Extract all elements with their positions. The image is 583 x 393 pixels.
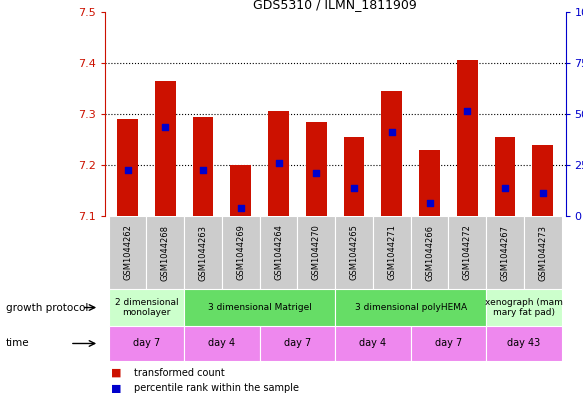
Bar xyxy=(335,216,373,289)
Bar xyxy=(108,216,146,289)
Text: GSM1044267: GSM1044267 xyxy=(501,224,510,281)
Point xyxy=(463,108,472,115)
Bar xyxy=(146,216,184,289)
Text: GSM1044269: GSM1044269 xyxy=(236,224,245,281)
Bar xyxy=(486,216,524,289)
Bar xyxy=(222,216,259,289)
Bar xyxy=(268,112,289,216)
Point xyxy=(500,185,510,191)
Text: percentile rank within the sample: percentile rank within the sample xyxy=(134,383,299,393)
Point xyxy=(538,190,547,196)
Text: GSM1044264: GSM1044264 xyxy=(274,224,283,281)
Bar xyxy=(532,145,553,216)
Text: 3 dimensional polyHEMA: 3 dimensional polyHEMA xyxy=(354,303,467,312)
Text: day 4: day 4 xyxy=(208,338,236,349)
Point xyxy=(312,170,321,176)
Bar xyxy=(184,289,335,326)
Bar xyxy=(419,150,440,216)
Text: time: time xyxy=(6,338,30,349)
Text: day 7: day 7 xyxy=(284,338,311,349)
Text: xenograph (mam
mary fat pad): xenograph (mam mary fat pad) xyxy=(485,298,563,317)
Bar xyxy=(184,216,222,289)
Bar xyxy=(373,216,411,289)
Bar xyxy=(344,137,364,216)
Text: transformed count: transformed count xyxy=(134,367,225,378)
Point xyxy=(198,167,208,173)
Bar xyxy=(524,216,562,289)
Bar xyxy=(259,326,335,361)
Point xyxy=(161,123,170,130)
Text: GSM1044263: GSM1044263 xyxy=(199,224,208,281)
Bar xyxy=(457,60,477,216)
Text: ■: ■ xyxy=(111,383,121,393)
Bar xyxy=(108,326,184,361)
Bar xyxy=(297,216,335,289)
Text: ■: ■ xyxy=(111,367,121,378)
Bar xyxy=(306,121,326,216)
Bar xyxy=(335,326,411,361)
Bar xyxy=(108,289,184,326)
Bar xyxy=(155,81,175,216)
Bar xyxy=(335,289,486,326)
Text: GSM1044272: GSM1044272 xyxy=(463,224,472,281)
Bar xyxy=(184,326,259,361)
Bar xyxy=(117,119,138,216)
Text: GSM1044265: GSM1044265 xyxy=(350,224,359,281)
Text: GSM1044262: GSM1044262 xyxy=(123,224,132,281)
Bar xyxy=(411,326,486,361)
Bar xyxy=(486,326,562,361)
Text: GSM1044271: GSM1044271 xyxy=(387,224,396,281)
Text: 3 dimensional Matrigel: 3 dimensional Matrigel xyxy=(208,303,312,312)
Bar xyxy=(381,91,402,216)
Bar xyxy=(230,165,251,216)
Point xyxy=(236,205,245,211)
Text: GSM1044268: GSM1044268 xyxy=(161,224,170,281)
Text: GSM1044273: GSM1044273 xyxy=(538,224,547,281)
Text: 2 dimensional
monolayer: 2 dimensional monolayer xyxy=(115,298,178,317)
Bar xyxy=(193,117,213,216)
Text: day 7: day 7 xyxy=(435,338,462,349)
Point xyxy=(123,167,132,173)
Point xyxy=(274,159,283,165)
Text: GSM1044270: GSM1044270 xyxy=(312,224,321,281)
Bar xyxy=(259,216,297,289)
Bar xyxy=(486,289,562,326)
Text: day 7: day 7 xyxy=(133,338,160,349)
Bar xyxy=(495,137,515,216)
Text: GSM1044266: GSM1044266 xyxy=(425,224,434,281)
Bar xyxy=(411,216,448,289)
Title: GDS5310 / ILMN_1811909: GDS5310 / ILMN_1811909 xyxy=(254,0,417,11)
Point xyxy=(387,129,396,135)
Bar xyxy=(448,216,486,289)
Point xyxy=(349,185,359,191)
Text: growth protocol: growth protocol xyxy=(6,303,88,312)
Point xyxy=(425,200,434,206)
Text: day 43: day 43 xyxy=(507,338,540,349)
Text: day 4: day 4 xyxy=(359,338,387,349)
